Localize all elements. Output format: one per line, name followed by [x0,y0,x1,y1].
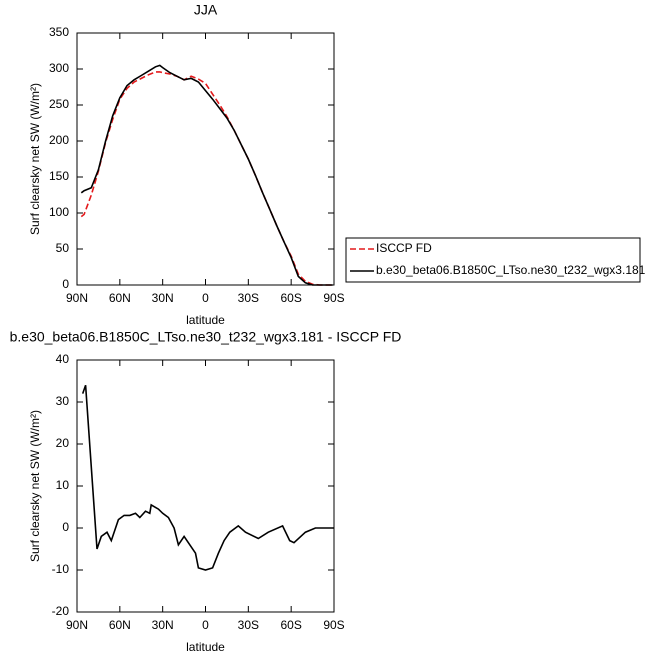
x-tick-label: 60N [109,618,131,632]
x-tick-label: 90N [66,291,88,305]
plot-frame [76,32,335,286]
x-tick-label: 30N [152,291,174,305]
y-tick-label: 50 [56,241,70,255]
data-line [80,64,333,286]
legend-box [345,237,641,283]
x-tick-label: 60N [109,291,131,305]
x-tick-label: 90S [323,618,344,632]
y-tick-label: 20 [56,436,70,450]
x-tick-label: 90N [66,618,88,632]
y-tick-label: 300 [49,61,69,75]
y-tick-label: -10 [52,562,70,576]
chart-title: b.e30_beta06.B1850C_LTso.ne30_t232_wgx3.… [10,329,402,345]
y-tick-label: 350 [49,25,69,39]
x-tick-label: 30S [238,618,259,632]
x-tick-label: 60S [280,618,301,632]
y-tick-label: 30 [56,394,70,408]
x-axis-label: latitude [186,640,225,654]
y-tick-label: 40 [56,352,70,366]
y-tick-label: -20 [52,604,70,618]
data-line [81,384,334,571]
y-tick-label: 200 [49,133,69,147]
x-tick-label: 0 [202,618,209,632]
y-tick-label: 100 [49,205,69,219]
y-tick-label: 0 [62,277,69,291]
x-axis-label: latitude [186,313,225,327]
x-tick-label: 60S [280,291,301,305]
y-tick-label: 150 [49,169,69,183]
plot-frame [76,359,335,613]
chart-title: JJA [194,2,218,18]
legend-label: b.e30_beta06.B1850C_LTso.ne30_t232_wgx3.… [376,263,646,277]
legend-label: ISCCP FD [376,241,432,255]
y-tick-label: 0 [62,520,69,534]
y-tick-label: 10 [56,478,70,492]
x-tick-label: 30S [238,291,259,305]
x-tick-label: 30N [152,618,174,632]
y-axis-label: Surf clearsky net SW (W/m²) [28,83,42,235]
y-tick-label: 250 [49,97,69,111]
x-tick-label: 0 [202,291,209,305]
data-line [80,71,333,286]
x-tick-label: 90S [323,291,344,305]
y-axis-label: Surf clearsky net SW (W/m²) [28,410,42,562]
